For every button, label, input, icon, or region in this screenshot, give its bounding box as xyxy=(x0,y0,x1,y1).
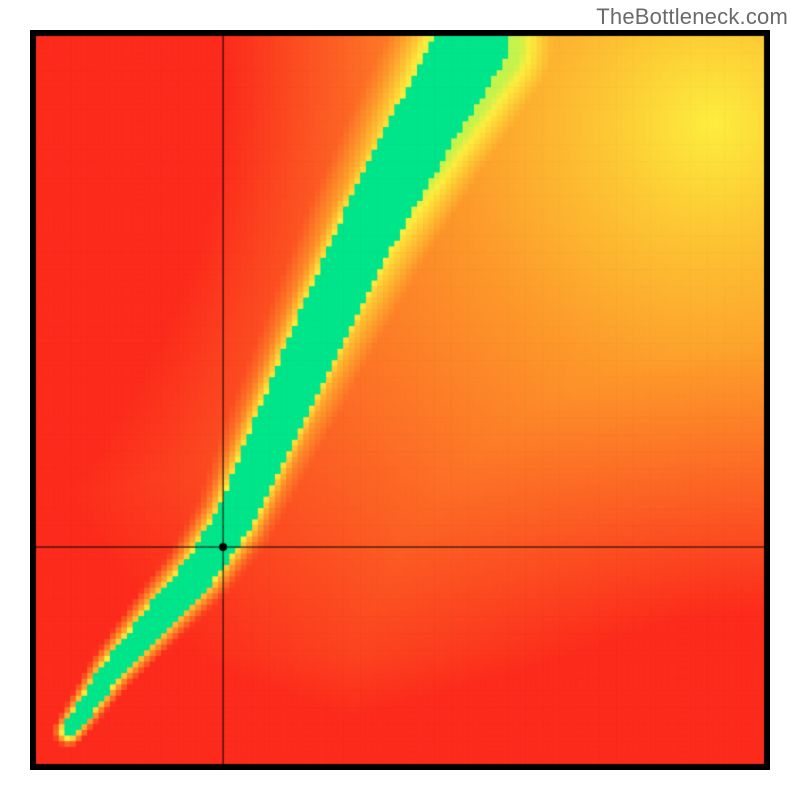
watermark-text: TheBottleneck.com xyxy=(596,4,788,30)
heatmap-canvas xyxy=(30,30,770,770)
heatmap-plot-container xyxy=(30,30,770,770)
